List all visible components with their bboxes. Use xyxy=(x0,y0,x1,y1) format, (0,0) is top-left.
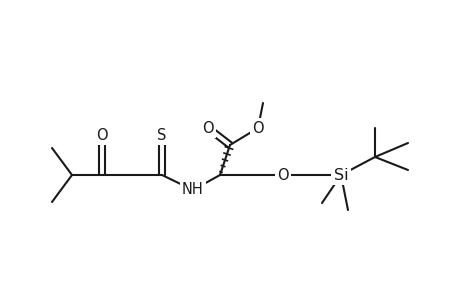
Text: S: S xyxy=(157,128,166,142)
Text: O: O xyxy=(252,121,263,136)
Text: O: O xyxy=(96,128,107,142)
Text: NH: NH xyxy=(182,182,203,197)
Text: Si: Si xyxy=(333,167,347,182)
Text: O: O xyxy=(202,121,213,136)
Text: O: O xyxy=(277,167,288,182)
